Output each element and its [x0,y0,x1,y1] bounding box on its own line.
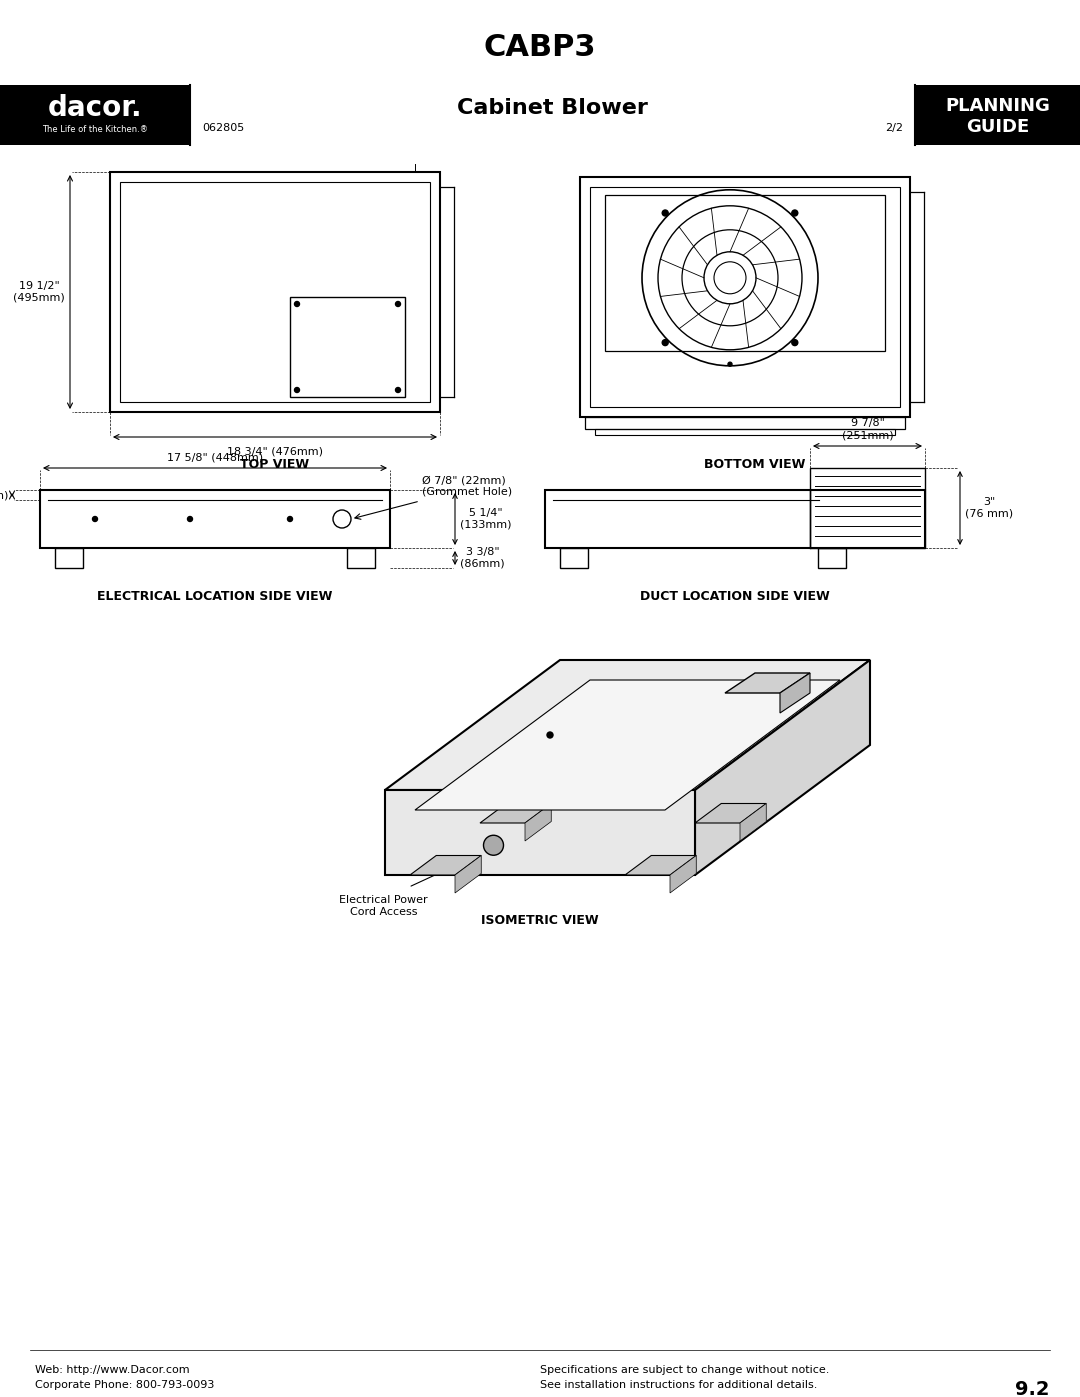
Bar [605,196,885,351]
Text: Cabinet Blower: Cabinet Blower [457,98,648,117]
Polygon shape [740,803,766,841]
Text: The Life of the Kitchen.®: The Life of the Kitchen.® [42,126,148,134]
Polygon shape [696,659,870,875]
Polygon shape [410,855,482,875]
Circle shape [662,210,669,217]
Text: Corporate Phone: 800-793-0093: Corporate Phone: 800-793-0093 [35,1380,214,1390]
Text: 3 3/8"
(86mm): 3 3/8" (86mm) [460,548,504,569]
Text: ISOMETRIC VIEW: ISOMETRIC VIEW [482,914,598,926]
Bar [55,548,83,569]
Circle shape [395,302,401,306]
Text: 2/2: 2/2 [885,123,903,133]
Circle shape [728,362,732,366]
Circle shape [188,517,192,521]
Text: 062805: 062805 [202,123,244,133]
Circle shape [792,210,798,217]
Bar [545,490,924,548]
Text: CABP3: CABP3 [484,34,596,63]
Text: TOP VIEW: TOP VIEW [241,457,310,471]
Polygon shape [480,803,551,823]
Text: Electrical Power
Cord Access: Electrical Power Cord Access [339,895,428,916]
Circle shape [93,517,97,521]
Bar [190,85,915,145]
Bar [561,548,588,569]
Polygon shape [455,855,482,893]
Text: Web: http://www.Dacor.com: Web: http://www.Dacor.com [35,1365,190,1375]
Polygon shape [780,673,810,712]
Circle shape [295,302,299,306]
Text: Specifications are subject to change without notice.: Specifications are subject to change wit… [540,1365,829,1375]
Polygon shape [670,855,697,893]
Bar [347,548,375,569]
Polygon shape [696,803,766,823]
Polygon shape [415,680,840,810]
Circle shape [395,387,401,393]
Text: See installation instructions for additional details.: See installation instructions for additi… [540,1380,818,1390]
Polygon shape [625,855,697,875]
Polygon shape [725,673,810,693]
Text: GUIDE: GUIDE [966,117,1029,136]
Bar [590,187,900,407]
Circle shape [792,339,798,345]
Polygon shape [384,789,696,875]
Polygon shape [384,659,870,789]
Bar [110,172,440,412]
Polygon shape [525,803,551,841]
Text: 3"
(76 mm): 3" (76 mm) [966,497,1013,518]
Bar [580,177,910,416]
Text: BOTTOM VIEW: BOTTOM VIEW [704,457,806,471]
Text: dacor.: dacor. [48,94,143,122]
Bar [120,182,430,402]
Circle shape [287,517,293,521]
Text: 5 1/4"
(133mm): 5 1/4" (133mm) [460,509,512,529]
Text: PLANNING: PLANNING [945,96,1050,115]
Bar [0,85,1080,145]
Text: DUCT LOCATION SIDE VIEW: DUCT LOCATION SIDE VIEW [640,590,829,602]
Bar [810,468,924,548]
Bar [40,490,390,548]
Text: 2" (51mm): 2" (51mm) [0,490,8,500]
Text: 17 5/8" (448mm): 17 5/8" (448mm) [167,453,264,462]
Bar [818,548,846,569]
Text: 18 3/4" (476mm): 18 3/4" (476mm) [227,447,323,457]
Bar [585,416,905,429]
Circle shape [546,732,553,738]
Text: Ø 7/8" (22mm)
(Grommet Hole): Ø 7/8" (22mm) (Grommet Hole) [422,475,512,497]
Circle shape [484,835,503,855]
Circle shape [295,387,299,393]
Bar [291,298,405,397]
Circle shape [662,339,669,345]
Bar [595,429,895,434]
Text: ELECTRICAL LOCATION SIDE VIEW: ELECTRICAL LOCATION SIDE VIEW [97,590,333,602]
Text: 9.2: 9.2 [1015,1380,1050,1397]
Text: 19 1/2"
(495mm): 19 1/2" (495mm) [13,281,65,303]
Text: 9 7/8"
(251mm): 9 7/8" (251mm) [841,418,893,440]
